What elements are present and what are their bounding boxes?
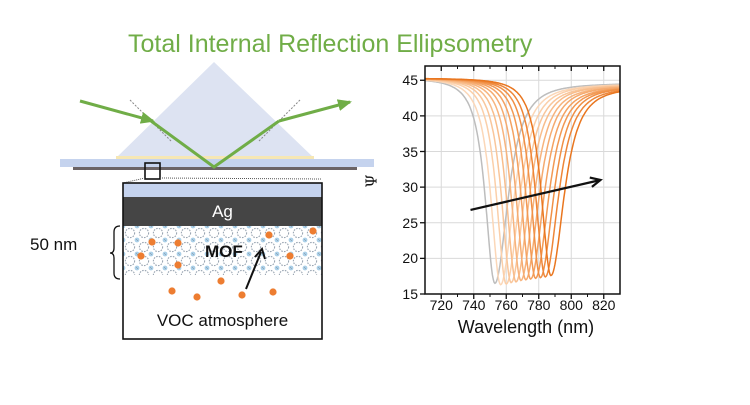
chart-annotation xyxy=(470,176,603,211)
adsorption-arrowhead xyxy=(254,246,266,260)
voc-molecule xyxy=(238,291,246,299)
voc-molecule xyxy=(286,252,294,260)
y-tick-label: 40 xyxy=(402,107,418,124)
y-axis-title: Ψ xyxy=(362,174,381,188)
silver-film-line xyxy=(73,167,357,170)
x-tick-label: 780 xyxy=(527,297,551,313)
figure-title: Total Internal Reflection Ellipsometry xyxy=(128,30,533,58)
series-line-exposure-2 xyxy=(425,79,620,285)
voc-molecule xyxy=(148,238,156,246)
voc-molecules xyxy=(137,227,317,301)
plot-frame xyxy=(424,65,621,295)
voc-molecule xyxy=(174,261,182,269)
stack-box-outline xyxy=(122,182,323,340)
x-tick-label: 820 xyxy=(592,297,616,313)
y-tick-label: 35 xyxy=(402,143,418,160)
voc-molecule xyxy=(265,231,273,239)
shift-arrowhead xyxy=(589,176,603,188)
series-line-exposure-4 xyxy=(424,78,620,283)
voc-molecule xyxy=(168,287,176,295)
prism-interface xyxy=(116,156,314,159)
voc-molecule xyxy=(174,239,182,247)
voc-molecule xyxy=(193,293,201,301)
x-tick-label: 760 xyxy=(494,297,518,313)
chart-axes xyxy=(420,65,621,299)
stack-silver-layer xyxy=(123,197,322,226)
silver-layer-label: Ag xyxy=(212,202,233,221)
voc-molecule xyxy=(309,227,317,235)
chart-grid xyxy=(425,66,620,294)
thickness-label: 50 nm xyxy=(30,235,78,254)
prism xyxy=(116,62,314,158)
incident-beam xyxy=(79,99,155,124)
voc-molecule xyxy=(137,252,145,260)
zoom-guide-line xyxy=(122,177,146,184)
voc-atmosphere-label: VOC atmosphere xyxy=(156,311,289,330)
thickness-brace xyxy=(109,225,121,280)
stack-glass-layer xyxy=(123,183,322,197)
stack-ambient-region xyxy=(123,275,322,339)
y-tick-label: 15 xyxy=(402,286,418,302)
voc-molecule xyxy=(217,277,225,285)
series-line-reference xyxy=(425,79,621,285)
y-tick-label: 20 xyxy=(402,250,418,267)
y-tick-label: 30 xyxy=(402,179,418,196)
stack-mof-layer xyxy=(123,226,322,275)
reflected-path xyxy=(150,119,280,169)
x-tick-label: 740 xyxy=(462,297,486,313)
voc-molecule xyxy=(269,288,277,296)
x-tick-label: 720 xyxy=(429,297,453,313)
x-tick-label: 800 xyxy=(559,297,583,313)
shift-arrow xyxy=(470,178,601,211)
y-tick-label: 45 xyxy=(402,72,418,89)
chart-series xyxy=(424,77,621,286)
glass-substrate xyxy=(60,159,374,167)
outgoing-beam xyxy=(278,99,352,123)
x-axis-title: Wavelength (nm) xyxy=(457,317,595,337)
adsorption-arrow xyxy=(245,251,262,290)
y-tick-label: 25 xyxy=(402,214,418,231)
mof-layer-label: MOF xyxy=(205,242,243,261)
zoom-region-marker xyxy=(144,162,161,180)
series-line-exposure-11 xyxy=(425,77,621,277)
